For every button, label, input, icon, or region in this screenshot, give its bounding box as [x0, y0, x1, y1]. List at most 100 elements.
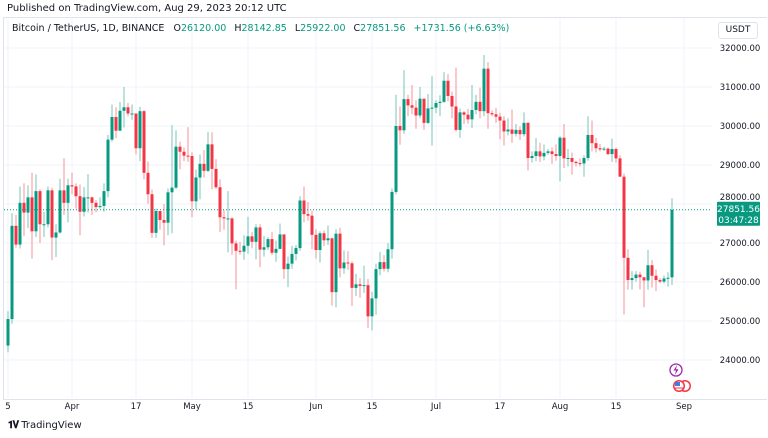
candle-body — [122, 107, 126, 111]
candle-body — [170, 187, 174, 193]
candle — [194, 169, 198, 210]
candle — [18, 186, 22, 249]
last-price-value: 27851.56 — [717, 205, 760, 215]
candle — [178, 141, 182, 170]
candle — [182, 147, 186, 162]
candle — [522, 112, 526, 137]
candle-body — [414, 107, 418, 116]
candle-body — [306, 214, 310, 216]
candle — [598, 143, 602, 152]
candle-body — [542, 152, 546, 157]
candle-body — [458, 112, 462, 130]
candle — [234, 240, 238, 290]
candle-body — [130, 113, 134, 115]
candle — [10, 213, 14, 324]
candle-body — [18, 202, 22, 245]
candle-body — [534, 151, 538, 157]
candle — [406, 94, 410, 117]
candle-body — [482, 68, 486, 112]
candle-body — [22, 202, 26, 213]
lightning-icon[interactable] — [669, 363, 683, 377]
candle — [174, 130, 178, 190]
candle — [54, 224, 58, 258]
candle-body — [234, 243, 238, 251]
price-tick-label: 27000.00 — [720, 239, 761, 249]
candle-body — [662, 278, 666, 282]
candle — [270, 232, 274, 256]
candle — [150, 189, 154, 238]
time-tick-label: Jun — [308, 402, 322, 412]
candle — [562, 124, 566, 169]
candle-body — [334, 233, 338, 293]
candle — [198, 154, 202, 200]
candle-body — [650, 265, 654, 276]
candle — [474, 94, 478, 115]
currency-button[interactable]: USDT — [718, 22, 758, 39]
candle-body — [530, 156, 534, 158]
price-axis: 24000.00 25000.00 26000.00 27000.00 28000.00… — [720, 44, 761, 366]
candle — [50, 187, 54, 261]
candle-body — [118, 110, 122, 131]
candle — [434, 100, 438, 114]
candle — [38, 189, 42, 243]
candle-body — [466, 114, 470, 120]
candle — [6, 311, 10, 353]
candle — [654, 269, 658, 291]
candle-body — [70, 185, 74, 187]
candle-body — [570, 157, 574, 162]
close-value: 27851.56 — [360, 23, 406, 34]
candle-body — [10, 225, 14, 320]
candle-body — [554, 154, 558, 157]
candle-body — [86, 197, 90, 199]
candle-body — [266, 239, 270, 248]
candle — [242, 235, 246, 260]
candle — [422, 98, 426, 130]
candle-body — [486, 68, 490, 114]
candle-body — [606, 148, 610, 155]
candle — [670, 198, 674, 286]
candle-body — [146, 172, 150, 195]
candle-body — [442, 80, 446, 102]
candle-body — [410, 105, 414, 108]
low-value: 25922.00 — [300, 23, 346, 34]
candle — [386, 243, 390, 273]
candle — [466, 108, 470, 124]
candle-body — [310, 215, 314, 235]
candle-body — [586, 134, 590, 158]
candle-body — [378, 262, 382, 270]
candle-body — [430, 107, 434, 109]
candle — [142, 110, 146, 180]
candle-body — [518, 129, 522, 135]
candle — [586, 116, 590, 161]
price-tick-label: 24000.00 — [720, 356, 761, 366]
candle-body — [618, 158, 622, 177]
candle-body — [38, 191, 42, 225]
candle — [482, 55, 486, 117]
price-tick-label: 31000.00 — [720, 83, 761, 93]
candle-body — [330, 238, 334, 293]
candle-body — [94, 202, 98, 208]
symbol-title: Bitcoin / TetherUS, 1D, BINANCE — [12, 23, 165, 34]
candle — [30, 172, 34, 259]
candle — [70, 172, 74, 195]
candle — [578, 158, 582, 167]
last-price-label: 27851.56 03:47:28 — [717, 201, 760, 226]
candle — [546, 149, 550, 155]
candle — [426, 94, 430, 125]
candle-body — [610, 149, 614, 155]
candle-body — [622, 176, 626, 258]
open-label: O — [173, 23, 181, 34]
grid — [4, 18, 712, 398]
candle — [558, 136, 562, 182]
candle — [162, 204, 166, 246]
candle — [258, 224, 262, 268]
us-flag-icon[interactable] — [673, 380, 691, 392]
candle — [370, 291, 374, 331]
candle-body — [226, 218, 230, 220]
candle — [526, 122, 530, 171]
candle-body — [350, 263, 354, 288]
candle — [594, 137, 598, 153]
candle — [650, 260, 654, 288]
candle — [170, 125, 174, 234]
